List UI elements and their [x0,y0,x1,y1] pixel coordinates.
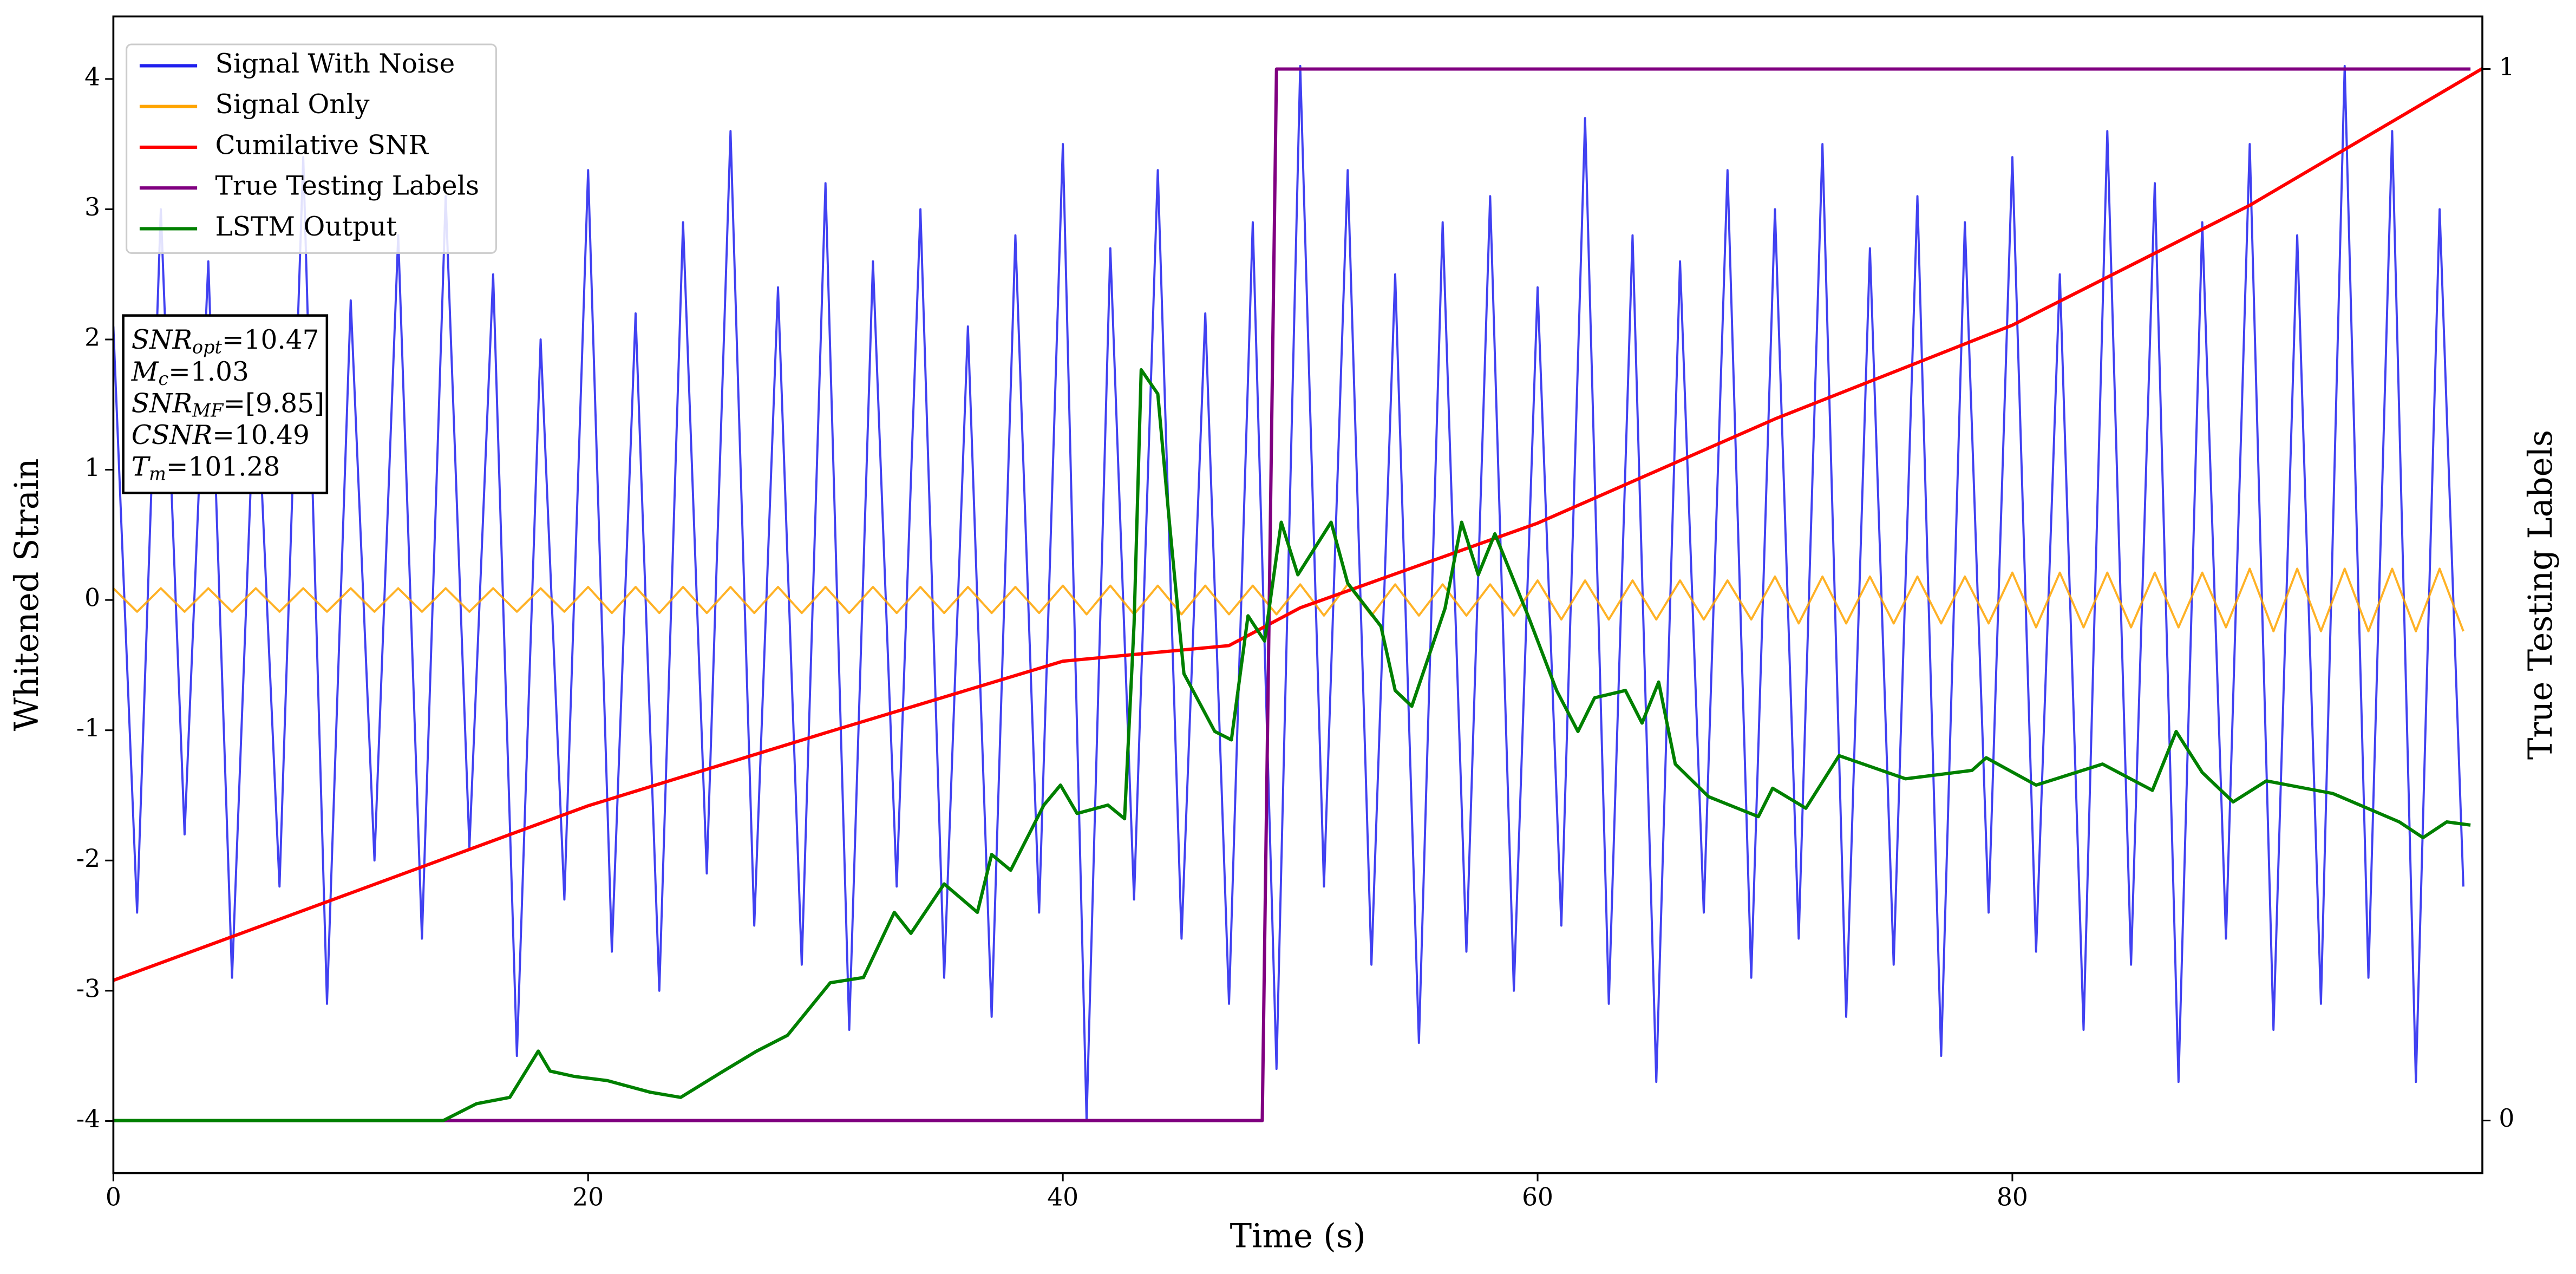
annotation-value: =1.03 [168,356,249,387]
y-tick-label: 4 [84,62,100,91]
series-line [113,567,2464,632]
annotation-subscript: m [149,463,166,485]
annotation-symbol: M [131,356,159,387]
annotation-value: =101.28 [166,452,280,482]
annotation-symbol: CSNR [132,420,212,450]
legend: Signal With Noise Signal Only Cumilative S… [139,49,480,242]
series-line [113,67,2483,982]
series-line [113,64,2464,1122]
annotation-symbol: T [132,452,151,482]
x-tick-label: 80 [1997,1183,2028,1212]
y-tick-label: -3 [76,974,100,1003]
legend-box [126,43,497,254]
y2-tick-label: 0 [2499,1104,2514,1133]
legend-label: Signal With Noise [215,49,455,79]
x-tick-label: 0 [106,1183,121,1212]
y-tick-label: -1 [76,714,100,742]
annotation-value: =[9.85] [223,388,324,419]
annotation-value: =10.47 [222,325,319,355]
annotation-symbol: SNR [132,325,192,355]
annotation-subscript: MF [192,400,224,421]
y-tick-label: 0 [84,584,100,612]
annotation: SNRopt=10.47Mc=1.03SNRMF=[9.85]CSNR=10.4… [131,325,324,485]
y-axis-label: Whitened Strain [8,459,46,731]
y-tick-label: -4 [76,1105,100,1133]
annotation-line: CSNR=10.49 [132,420,310,450]
y-tick-label: -2 [76,844,100,873]
y2-tick-label: 1 [2499,53,2514,81]
legend-label: Cumilative SNR [215,130,429,160]
annotation-line: SNRopt=10.47 [132,325,319,358]
annotation-subscript: opt [192,336,222,357]
x-tick-label: 20 [572,1183,604,1212]
annotation-value: =10.49 [212,420,310,450]
series-line [113,368,2471,1122]
annotation-subscript: c [158,368,168,389]
legend-label: True Testing Labels [215,171,480,201]
annotation-box [122,314,329,494]
annotation-line: Tm=101.28 [132,452,280,485]
series-line [113,67,2471,1122]
plot-area [113,64,2483,1122]
plot-frame [112,15,2483,1174]
annotation-symbol: SNR [132,388,192,419]
x-axis-label: Time (s) [1230,1218,1366,1256]
annotation-line: SNRMF=[9.85] [132,388,324,421]
legend-label: LSTM Output [215,212,397,242]
y-tick-label: 1 [84,453,100,482]
y2-axis-label: True Testing Labels [2522,430,2560,760]
legend-label: Signal Only [215,89,370,120]
x-tick-label: 60 [1522,1183,1553,1212]
y-tick-label: 2 [84,323,100,352]
x-tick-label: 40 [1047,1183,1078,1212]
annotation-line: Mc=1.03 [131,356,249,389]
y-tick-label: 3 [84,193,100,221]
